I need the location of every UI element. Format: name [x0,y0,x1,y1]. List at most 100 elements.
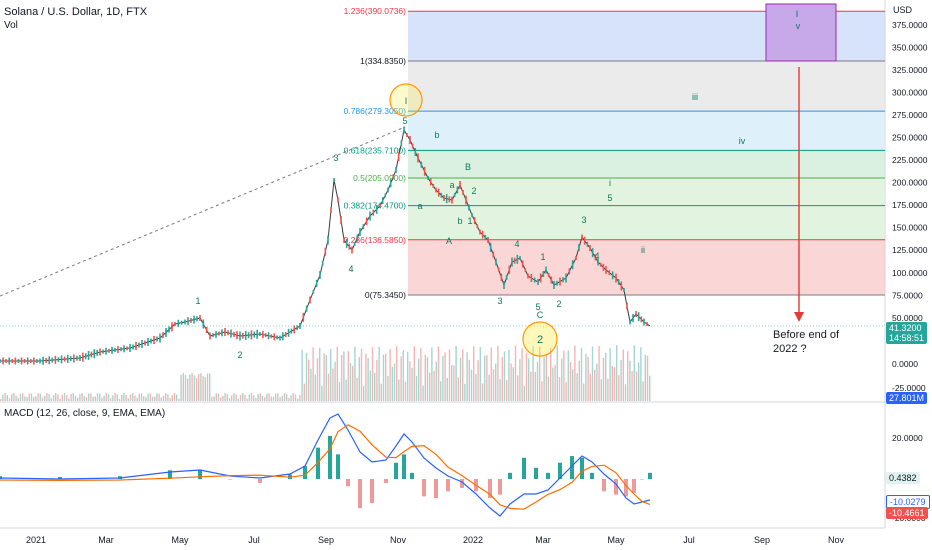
macd-histogram-bar [228,479,232,480]
macd-label[interactable]: MACD (12, 26, close, 9, EMA, EMA) [4,408,166,419]
candle [481,230,484,239]
volume-bar [616,345,618,401]
volume-bar [567,350,569,401]
fib-zone [408,111,885,151]
volume-bar [121,394,123,401]
volume-bar [594,370,596,401]
volume-bar [246,398,248,401]
volume-bar [112,395,114,401]
volume-bar [140,393,143,401]
volume-bar [118,398,121,401]
volume-bar [310,368,312,401]
volume-bar [6,395,8,401]
volume-bar [55,393,57,401]
volume-bar [519,359,521,401]
volume-bar [618,375,620,401]
candle [138,342,140,348]
fib-zone [408,150,885,178]
volume-bar [283,393,286,401]
candle [359,228,361,236]
candle [262,331,264,339]
wave-label: 5 [402,116,407,126]
wave-label: 4 [348,264,353,274]
candle [420,161,423,168]
volume-bar [547,376,550,401]
volume-bar [387,375,389,401]
candle [511,257,513,267]
volume-bar [609,348,611,401]
volume-bar [499,379,501,401]
volume-bar [356,378,358,401]
volume-bar [299,394,301,401]
candle [497,267,500,272]
candle [315,279,318,287]
volume-bar [132,393,134,401]
candle [508,265,511,274]
volume-bar [90,393,92,401]
candle [73,354,75,363]
volume-bar [572,369,574,401]
candle [290,328,293,334]
symbol-title[interactable]: Solana / U.S. Dollar, 1D, FTX [4,6,148,18]
macd-histogram-bar [328,435,332,479]
volume-bar [470,369,473,401]
price-tick: 350.0000 [892,42,928,52]
volume-bar [244,394,246,401]
volume-bar [50,398,52,401]
macd-tick: 20.0000 [892,433,923,443]
volume-bar [578,360,580,401]
volume-bar [125,395,127,401]
candle [406,133,408,137]
volume-bar [116,394,118,401]
wave-label: C [537,310,544,320]
macd-histogram-bar [370,479,374,504]
candle [319,271,321,279]
volume-label[interactable]: Vol [4,20,18,31]
last-price-badge: 41.3200 14:58:51 [886,322,928,344]
volume-bar [107,394,110,401]
candle [239,331,241,341]
candle [395,167,397,173]
macd-histogram-bar [316,447,320,479]
volume-bar [92,396,94,401]
candle [524,268,527,272]
candle [190,317,192,323]
candle [583,236,586,245]
candle [429,178,432,186]
candle [162,332,164,339]
volume-bar [484,355,486,401]
candle [156,336,158,342]
volume-bar [63,393,66,401]
volume-bar [88,393,90,401]
price-tick: 200.0000 [892,178,928,188]
volume-bar [541,381,543,401]
volume-bar [633,345,635,401]
volume-bar [99,393,101,401]
candle [69,356,72,362]
volume-bar [17,397,19,401]
candle [108,348,110,353]
fib-label: 0(75.3450) [365,290,406,300]
volume-bar [129,394,132,401]
fib-label: 0.5(205.0900) [353,173,406,183]
volume-bar [352,365,354,401]
candle [409,136,411,144]
volume-bar [398,379,400,401]
volume-bar [11,394,13,401]
volume-bar [446,377,448,401]
candle [36,359,38,363]
volume-bar [556,345,558,401]
candle [327,235,329,245]
volume-bar [319,347,321,401]
candle [527,273,529,279]
volume-bar [200,373,202,401]
macd-histogram-bar [624,479,628,497]
candle [227,330,229,336]
volume-bar [297,398,299,401]
volume-bar [103,395,105,401]
volume-bar [349,362,352,401]
volume-bar [24,396,26,401]
candle [0,359,1,363]
candle [66,354,69,363]
volume-bar [253,395,255,401]
